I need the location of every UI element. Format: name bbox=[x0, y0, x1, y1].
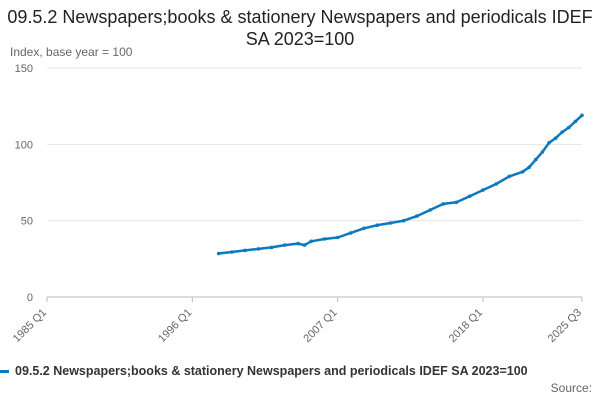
data-point bbox=[216, 251, 221, 256]
x-tick-label: 2007 Q1 bbox=[301, 307, 339, 345]
data-point bbox=[540, 150, 545, 154]
y-axis-label: Index, base year = 100 bbox=[10, 45, 133, 59]
data-point bbox=[269, 245, 274, 250]
y-tick-label: 0 bbox=[27, 292, 33, 304]
source-label: Source: bbox=[550, 381, 592, 395]
data-point bbox=[283, 243, 287, 247]
data-point bbox=[441, 202, 446, 206]
data-point bbox=[256, 247, 261, 251]
data-point bbox=[243, 248, 247, 253]
legend-label: 09.5.2 Newspapers;books & stationery New… bbox=[15, 364, 528, 378]
x-tick-label: 1996 Q1 bbox=[156, 307, 194, 345]
y-tick-label: 150 bbox=[15, 63, 33, 75]
y-tick-label: 100 bbox=[15, 139, 33, 151]
data-point bbox=[527, 165, 531, 169]
data-point bbox=[302, 243, 307, 247]
x-tick-label: 1985 Q1 bbox=[11, 307, 49, 345]
data-point bbox=[335, 235, 340, 240]
data-point bbox=[322, 237, 327, 241]
data-point bbox=[375, 223, 380, 227]
data-point bbox=[349, 231, 353, 235]
data-point bbox=[553, 136, 558, 140]
x-tick-label: 2018 Q1 bbox=[447, 307, 485, 345]
chart-title: 09.5.2 Newspapers;books & stationery New… bbox=[7, 7, 593, 49]
data-point bbox=[415, 214, 419, 218]
data-point bbox=[481, 188, 485, 192]
data-point bbox=[362, 226, 366, 231]
data-point bbox=[520, 170, 525, 174]
data-point bbox=[309, 239, 314, 244]
data-point bbox=[560, 130, 564, 134]
data-point bbox=[494, 182, 498, 186]
data-point bbox=[573, 119, 578, 124]
data-point bbox=[534, 157, 538, 162]
data-point bbox=[507, 174, 512, 179]
data-point bbox=[454, 200, 459, 205]
x-tick-label: 2025 Q3 bbox=[546, 307, 584, 345]
data-point bbox=[567, 125, 571, 130]
data-point bbox=[401, 218, 406, 223]
data-point bbox=[230, 250, 234, 254]
data-point bbox=[547, 141, 551, 145]
series-line bbox=[217, 114, 584, 255]
data-point bbox=[428, 208, 432, 212]
data-point bbox=[388, 221, 393, 225]
legend[interactable]: 09.5.2 Newspapers;books & stationery New… bbox=[0, 364, 600, 380]
data-point bbox=[580, 113, 584, 118]
legend-swatch bbox=[0, 369, 9, 373]
y-tick-label: 50 bbox=[21, 216, 33, 228]
data-point bbox=[467, 194, 472, 198]
data-point bbox=[296, 241, 300, 246]
